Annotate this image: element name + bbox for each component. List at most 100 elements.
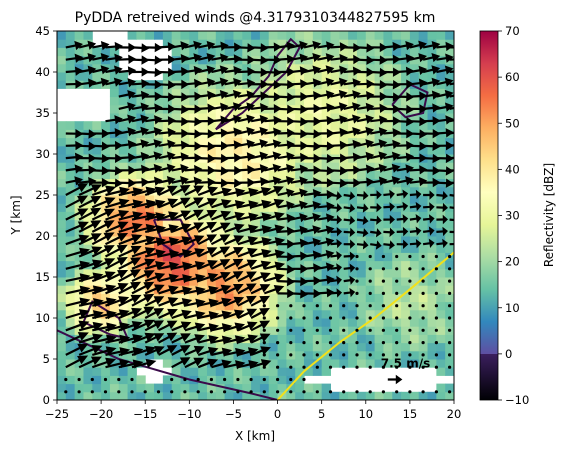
wind-vector [91,208,116,221]
wind-vector [171,236,193,246]
calm-dot [434,341,438,345]
wind-vector [409,129,428,139]
calm-dot [381,267,385,271]
calm-dot [355,390,359,394]
wind-vector [224,211,246,221]
wind-vector [79,165,97,175]
wind-vector [356,67,375,77]
wind-vector [330,166,348,176]
wind-vector [144,345,165,356]
wind-vector [423,128,441,139]
wind-vector [144,199,166,209]
calm-dot [421,341,425,345]
wind-vector [370,202,382,213]
wind-vector [250,295,271,307]
wind-vector [65,176,83,186]
wind-vector [131,332,156,344]
wind-vector [409,153,428,163]
wind-vector [171,197,191,209]
wind-vector [237,139,256,149]
wind-vector [343,251,356,261]
wind-vector [158,308,178,320]
wind-vector [370,91,388,102]
wind-vector [131,126,150,136]
wind-vector [356,126,375,136]
wind-vector [104,257,128,270]
wind-vector [65,221,89,233]
calm-dot [355,291,359,295]
wind-vector [436,89,454,100]
x-tick-label: −5 [225,407,242,421]
wind-vector [145,79,163,90]
calm-dot [130,377,134,382]
wind-vector [237,78,256,88]
calm-dot [421,316,425,320]
calm-dot [289,328,293,332]
colorbar-tick-label: −10 [505,393,529,407]
wind-vector [144,186,166,197]
wind-vector [422,65,441,75]
calm-dot [368,267,372,271]
wind-vector [343,152,362,162]
wind-vector [118,294,142,307]
wind-vector [184,334,205,344]
wind-vector [237,334,259,344]
wind-vector [264,115,282,126]
wind-vector [118,127,137,137]
wind-vector [396,176,414,186]
wind-vector [277,239,296,249]
wind-vector [91,245,115,258]
wind-vector [423,153,441,164]
wind-vector [92,166,110,176]
calm-dot [448,304,452,308]
wind-vector [250,176,269,187]
wind-vector [184,260,206,270]
wind-vector [263,211,285,221]
wind-vector [171,210,192,221]
wind-vector [211,128,229,138]
wind-vector [290,152,309,163]
wind-vector [237,236,259,246]
wind-vector [263,273,285,283]
wind-vector [65,79,84,89]
calm-dot [395,267,399,271]
wind-vector [105,41,123,52]
calm-dot [223,390,227,394]
calm-dot [328,365,333,369]
calm-dot [209,377,213,382]
wind-vector [356,139,375,149]
wind-vector [105,233,129,246]
wind-vector [250,359,272,369]
wind-vector [171,116,190,127]
wind-vector [211,359,232,369]
wind-vector [171,321,192,332]
wind-vector [224,153,243,163]
wind-vector [144,139,163,149]
wind-vector [118,257,142,270]
wind-vector [383,214,395,225]
wind-vector [303,103,322,114]
wind-vector [436,190,448,201]
calm-dot [434,390,438,394]
wind-vector [92,177,110,188]
wind-vector [264,67,282,78]
wind-vector [303,129,322,139]
calm-dot [408,279,412,283]
wind-vector [224,296,245,307]
wind-vector [237,295,257,307]
wind-vector [290,104,309,114]
wind-vector [343,139,361,149]
wind-vector [211,284,232,295]
wind-vector [264,127,282,137]
wind-vector [383,116,401,126]
wind-vector [211,335,233,345]
wind-vector [197,234,218,246]
wind-vector [277,276,296,287]
wind-vector [317,166,335,176]
wind-vector [356,177,375,187]
wind-vector [197,346,219,356]
calm-dot [448,291,452,295]
wind-vector [277,128,296,138]
wind-vector [356,190,369,201]
y-tick-label: 15 [35,270,50,284]
